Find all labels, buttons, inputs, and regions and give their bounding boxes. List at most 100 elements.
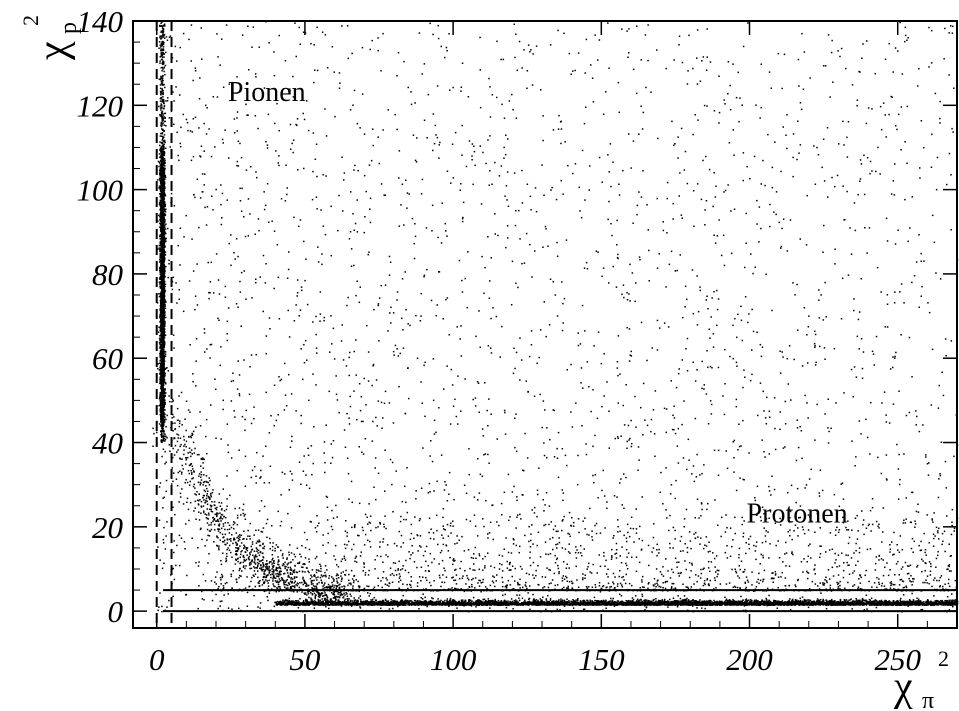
scatter-point [163,195,165,197]
scatter-point [162,173,164,176]
scatter-point [160,103,162,105]
scatter-point [161,315,164,318]
scatter-point [162,272,164,275]
scatter-point [159,360,161,362]
scatter-point [161,116,164,118]
scatter-point [163,243,165,246]
scatter-point [161,235,163,237]
scatter-point [163,390,166,392]
scatter-point [159,410,162,412]
scatter-point [636,600,638,602]
scatter-point [164,409,166,411]
scatter-point [161,198,163,201]
scatter-point [162,351,164,354]
scatter-point [518,604,521,606]
scatter-point [163,333,165,335]
scatter-point [159,179,162,181]
scatter-point [160,347,162,349]
scatter-point [161,418,163,421]
scatter-point [159,256,161,259]
scatter-point [160,48,162,50]
scatter-point [161,92,163,95]
scatter-point [440,599,442,602]
scatter-point [161,152,163,155]
scatter-point [162,93,164,96]
scatter-point [162,147,164,150]
scatter-point [162,281,165,283]
scatter-point [162,219,164,221]
scatter-point [162,190,164,192]
scatter-point [163,200,165,203]
scatter-point [162,53,164,55]
scatter-point [163,105,166,107]
scatter-point [160,146,162,148]
scatter-point [159,107,162,109]
scatter-point [162,157,164,160]
scatter-point [162,224,164,226]
scatter-point [162,235,164,237]
scatter-point [159,365,162,367]
scatter-point [163,207,165,209]
scatter-point [164,178,166,180]
scatter-point [162,348,164,351]
scatter-point [162,306,165,308]
scatter-point [636,598,639,601]
scatter-point [162,344,165,347]
scatter-point [480,600,483,602]
scatter-point [161,222,164,225]
scatter-point [161,328,163,330]
scatter-point [159,352,162,354]
scatter-point [161,78,164,80]
scatter-point [163,291,166,294]
scatter-point [165,383,167,385]
scatter-point [163,56,165,58]
scatter-point [161,260,164,263]
scatter-point [164,323,166,325]
scatter-point [161,333,164,335]
scatter-point [162,328,164,330]
scatter-point [161,273,163,275]
scatter-point [368,601,370,603]
scatter-point [162,361,164,363]
scatter-point [164,440,166,442]
scatter-point [428,602,430,605]
scatter-point [162,202,164,205]
scatter-point [160,218,163,220]
scatter-point [161,184,164,186]
scatter-point [162,382,165,384]
scatter-point [161,344,164,346]
scatter-point [162,380,164,382]
scatter-point [162,60,164,63]
scatter-point [162,317,164,320]
scatter-point [160,266,163,268]
scatter-point [163,188,165,190]
scatter-point [160,319,162,321]
scatter-point [162,42,164,44]
scatter-point [162,381,164,383]
scatter-point [160,298,163,301]
scatter-point [158,244,161,247]
scatter-point [159,44,161,46]
scatter-point [163,309,165,311]
scatter-point [163,151,166,154]
scatter-point [163,378,165,380]
scatter-point [164,25,166,27]
scatter-point [164,241,166,243]
scatter-point [158,278,161,280]
scatter-point [161,347,164,349]
scatter-point [161,145,163,147]
scatter-point [158,105,160,108]
scatter-point [159,253,161,255]
scatter-point [162,195,164,197]
scatter-point [158,261,161,263]
scatter-point [164,185,166,188]
scatter-point [160,160,162,162]
scatter-point [159,283,161,285]
scatter-point [161,414,164,417]
scatter-point [162,200,164,202]
scatter-point [161,433,163,436]
scatter-point [161,112,163,114]
scatter-point [159,340,162,343]
scatter-point [161,326,163,328]
scatter-point [160,440,162,442]
